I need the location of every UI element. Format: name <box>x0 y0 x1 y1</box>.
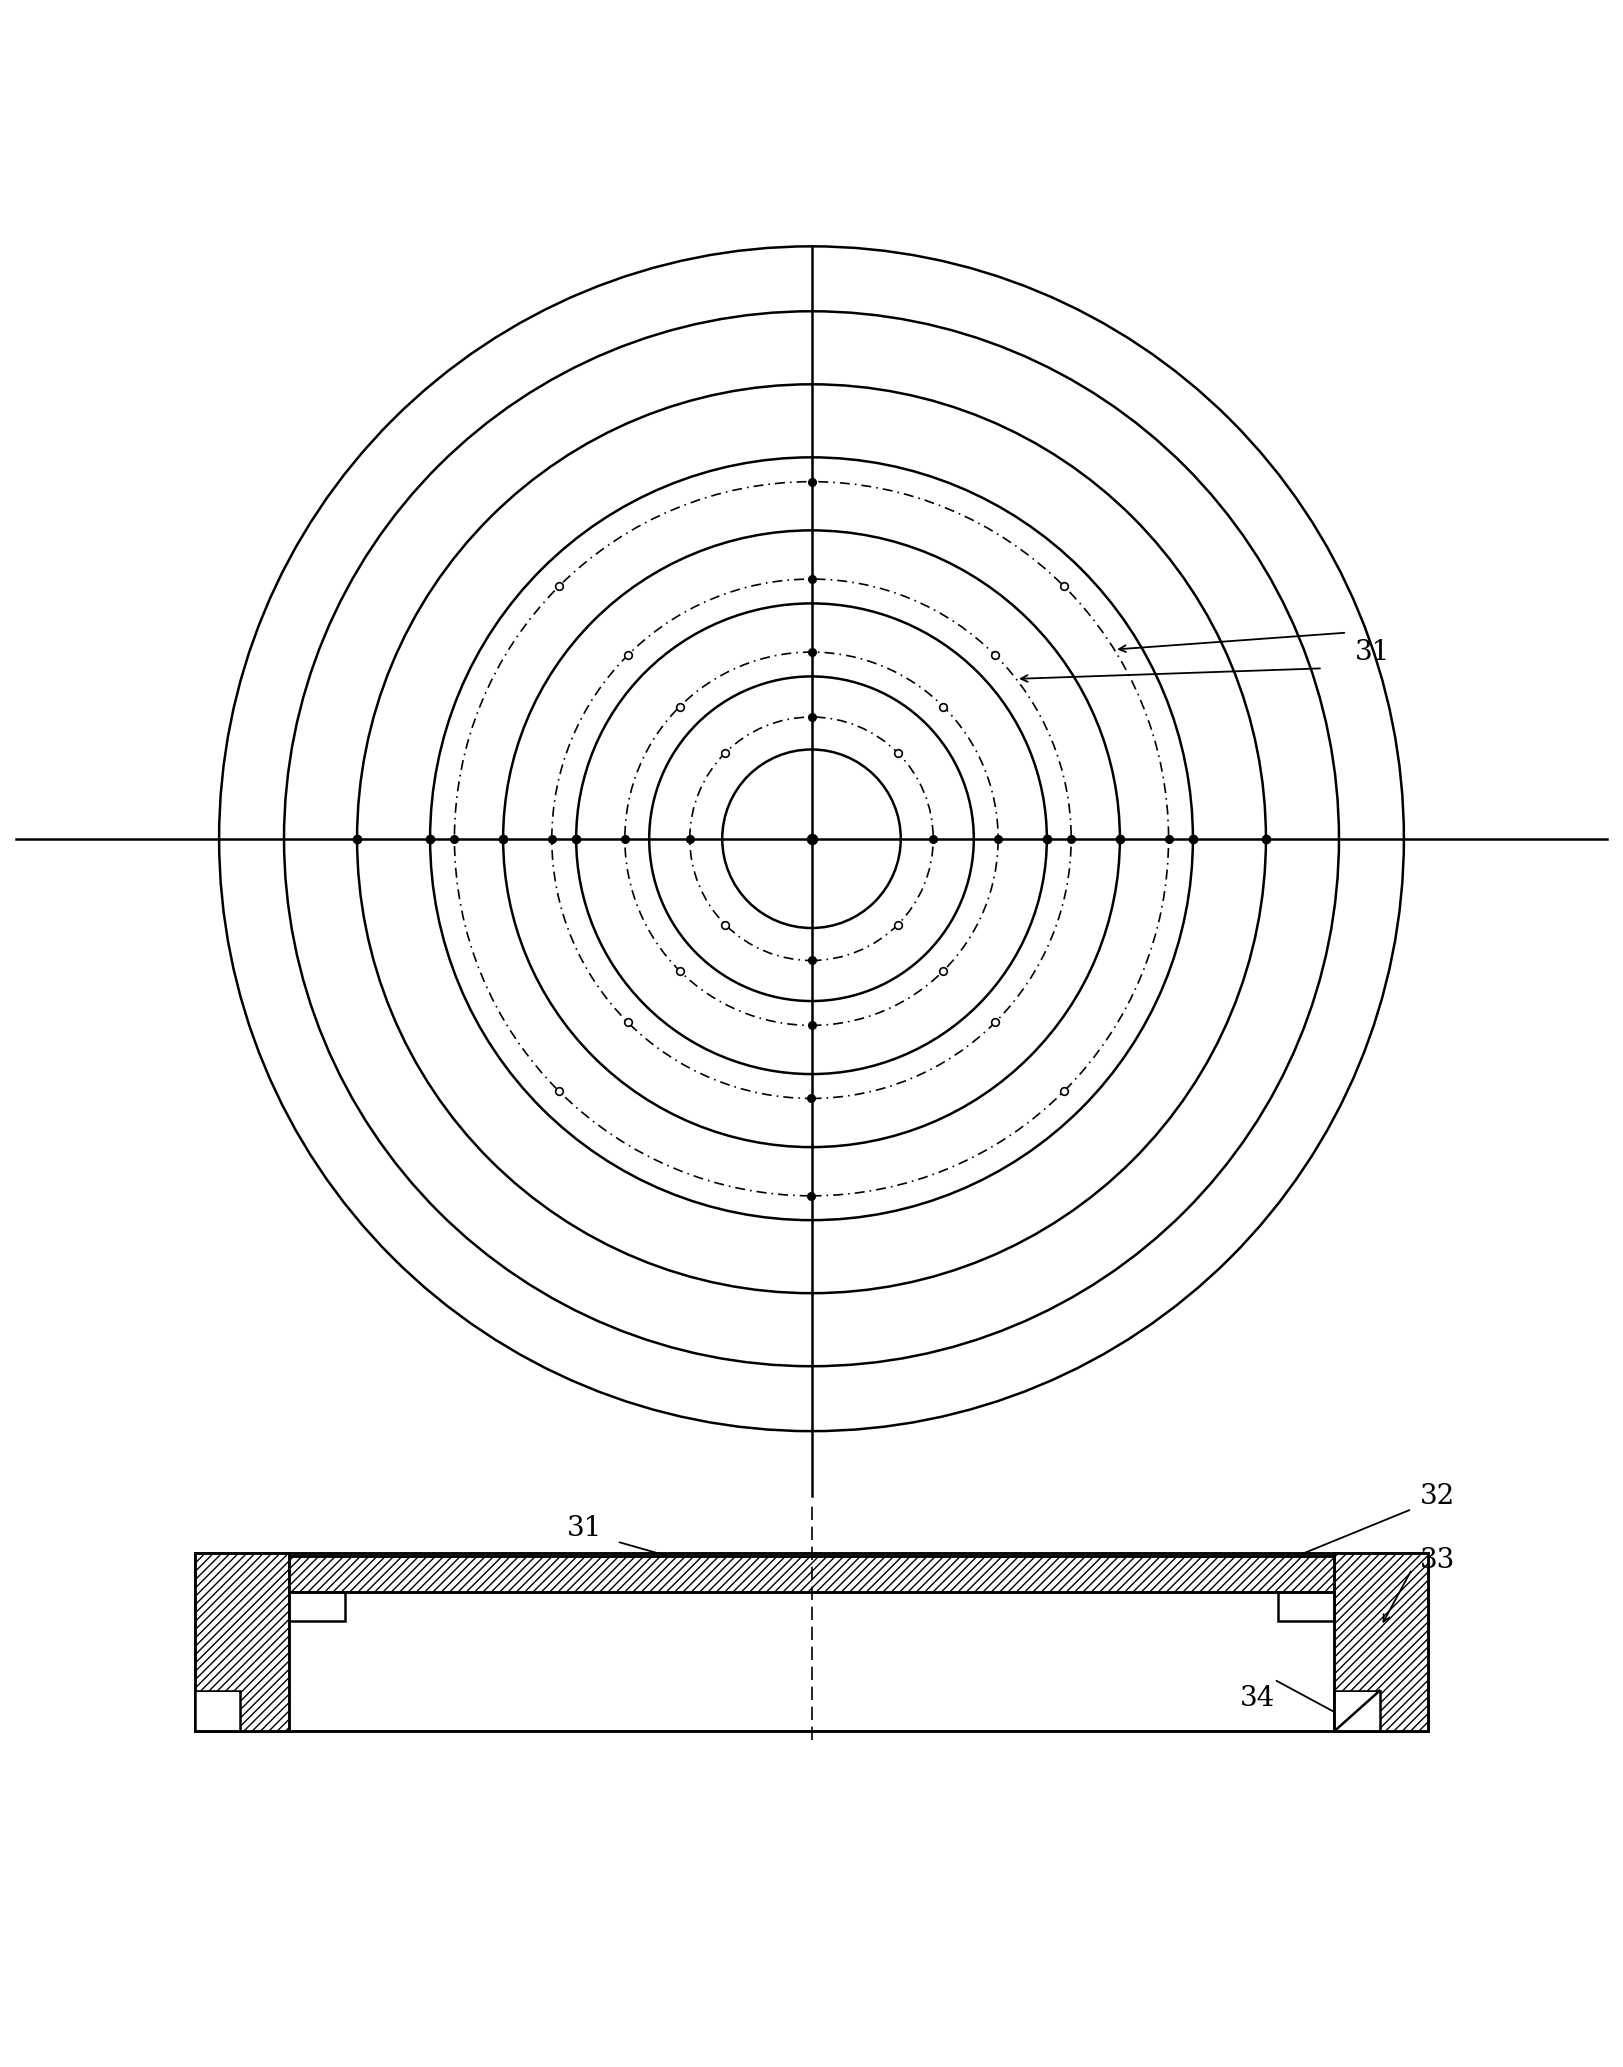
Bar <box>1277 1592 1334 1621</box>
Bar <box>1334 1552 1428 1732</box>
Text: 34: 34 <box>1240 1685 1276 1711</box>
Text: 33: 33 <box>1420 1548 1456 1575</box>
Text: 32: 32 <box>1420 1482 1456 1509</box>
Bar <box>289 1556 1334 1592</box>
Text: 31: 31 <box>566 1515 602 1542</box>
Bar <box>195 1691 240 1732</box>
Bar <box>1336 1693 1378 1730</box>
Bar <box>289 1592 346 1621</box>
Bar <box>195 1552 1428 1732</box>
Bar <box>195 1552 1428 1732</box>
Bar <box>195 1552 289 1732</box>
Bar <box>196 1693 239 1730</box>
Text: 31: 31 <box>1355 639 1391 666</box>
Bar <box>1334 1691 1380 1732</box>
